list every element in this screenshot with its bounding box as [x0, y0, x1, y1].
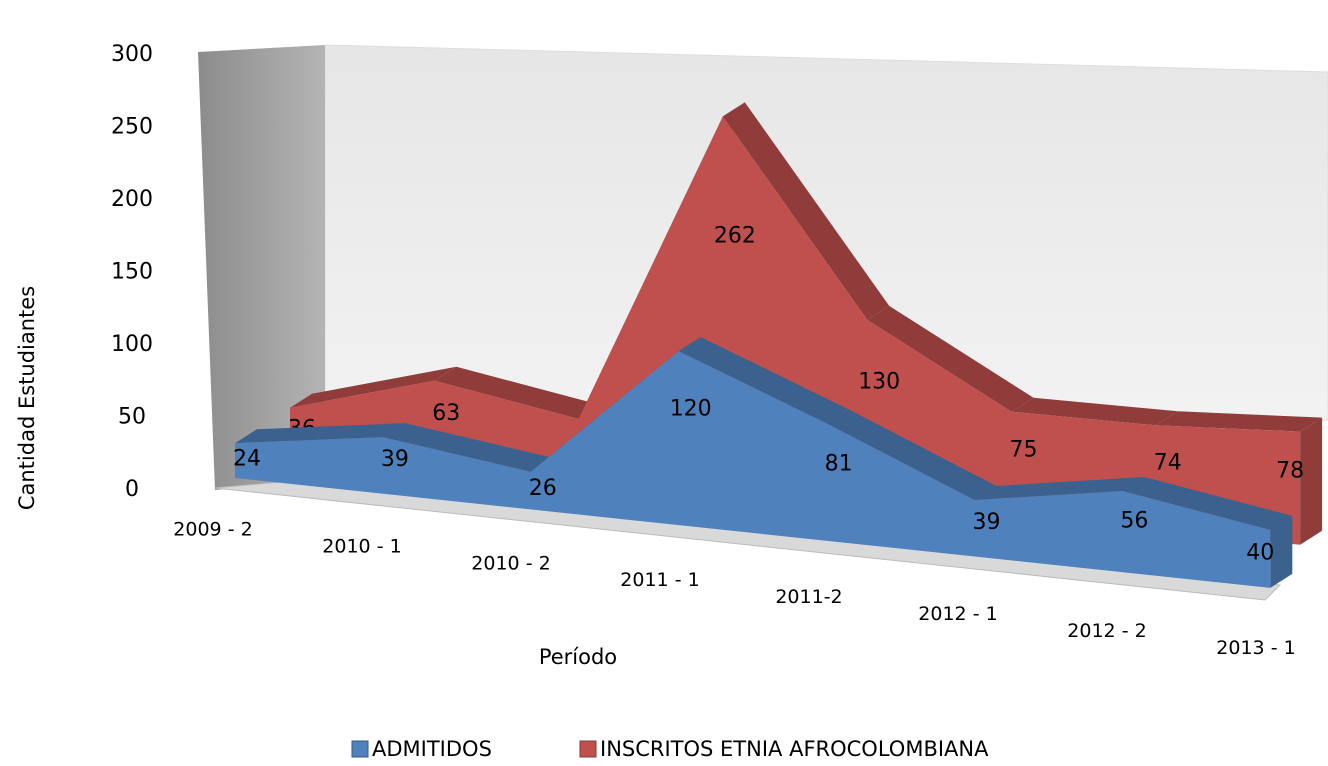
area-top — [434, 366, 601, 419]
data-label: 262 — [714, 223, 756, 248]
y-tick-label: 150 — [111, 260, 153, 285]
legend-label: INSCRITOS ETNIA AFROCOLOMBIANA — [600, 737, 989, 761]
x-tick-label: 2010 - 1 — [322, 535, 401, 557]
x-axis-title: Período — [539, 645, 617, 669]
area-top — [678, 337, 849, 424]
area-top — [290, 366, 457, 408]
area-top — [867, 305, 1034, 412]
x-tick-label: 2012 - 1 — [918, 603, 997, 625]
y-tick-label: 100 — [111, 332, 153, 357]
x-tick-label: 2013 - 1 — [1216, 637, 1295, 659]
area-side — [1300, 417, 1323, 545]
plot: 36634526213075747824392612081395640 — [233, 102, 1323, 588]
data-label: 75 — [1010, 437, 1038, 462]
legend-swatch — [579, 740, 597, 758]
data-label: 26 — [529, 476, 557, 501]
area-top — [382, 423, 553, 472]
y-tick-label: 300 — [111, 42, 153, 67]
data-label: 24 — [233, 447, 261, 472]
x-tick-label: 2011-2 — [775, 586, 842, 608]
area-top — [974, 477, 1145, 500]
area-top — [235, 423, 405, 444]
x-tick-label: 2011 - 1 — [620, 569, 699, 591]
data-label: 39 — [381, 447, 409, 472]
x-tick-label: 2009 - 2 — [173, 519, 252, 541]
y-axis-title: Cantidad Estudiantes — [15, 286, 39, 510]
area-top — [826, 409, 997, 500]
y-tick-label: 250 — [111, 115, 153, 140]
data-label: 40 — [1246, 540, 1274, 565]
data-label: 56 — [1120, 508, 1148, 533]
area-top — [722, 102, 890, 320]
area-top — [1155, 411, 1323, 432]
x-tick-label: 2012 - 2 — [1067, 620, 1146, 642]
x-tick-label: 2010 - 2 — [471, 552, 550, 574]
data-label: 130 — [858, 369, 900, 394]
data-label: 78 — [1276, 459, 1304, 484]
data-label: 120 — [670, 396, 712, 421]
legend-label: ADMITIDOS — [372, 737, 492, 761]
legend-swatch — [351, 740, 369, 758]
area-top — [1122, 477, 1293, 530]
area — [290, 116, 1301, 545]
area-top — [1011, 397, 1178, 426]
data-label: 39 — [973, 510, 1001, 535]
data-label: 81 — [825, 452, 853, 477]
y-tick-label: 0 — [125, 477, 139, 502]
area-side — [1270, 515, 1293, 588]
y-tick-label: 200 — [111, 187, 153, 212]
area — [235, 351, 1271, 588]
y-tick-label: 50 — [118, 405, 146, 430]
data-label: 74 — [1154, 450, 1182, 475]
data-label: 63 — [432, 401, 460, 426]
side-wall — [198, 45, 325, 490]
